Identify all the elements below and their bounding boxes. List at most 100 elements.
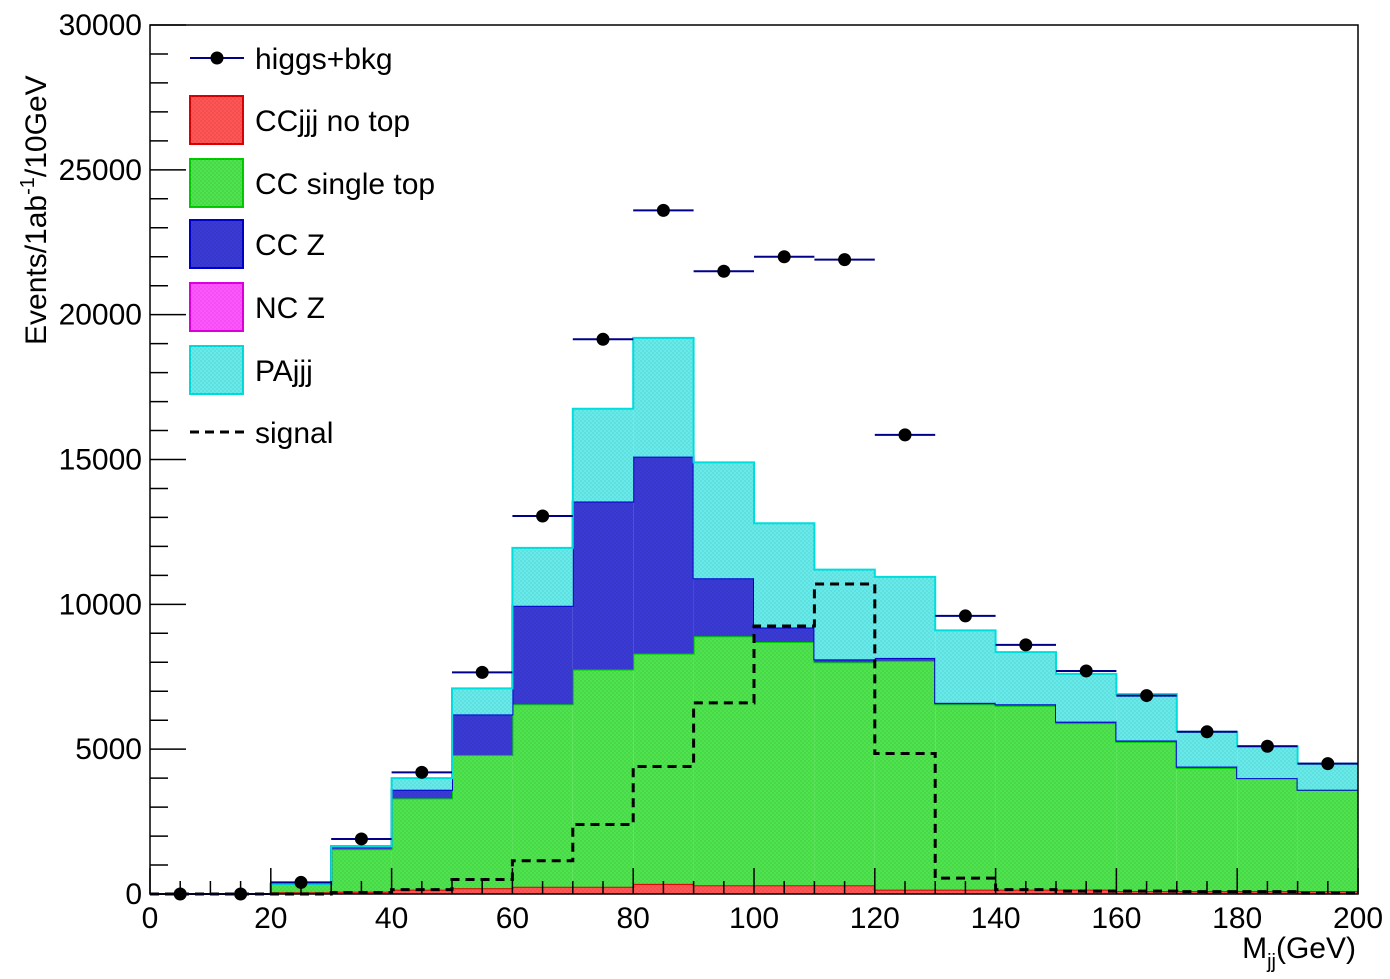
bar-hatch: [1176, 767, 1238, 892]
bar-hatch: [633, 337, 694, 457]
data-point: [958, 609, 972, 623]
legend-entry: CC single top: [189, 158, 435, 208]
bar-hatch: [512, 605, 573, 705]
series-4: [150, 336, 1358, 895]
data-point: [717, 264, 731, 278]
data-point: [1200, 725, 1214, 739]
y-tick-label: 15000: [59, 444, 142, 477]
x-tick-label: 0: [142, 902, 159, 935]
data-point: [475, 665, 489, 679]
x-tick-label: 140: [971, 902, 1021, 935]
bar-hatch: [693, 636, 754, 886]
bar-hatch: [874, 576, 936, 658]
legend-entry: PAjjj: [189, 345, 313, 395]
x-tick-label: 100: [729, 902, 779, 935]
bar-hatch: [1237, 778, 1298, 892]
legend-label: signal: [255, 417, 333, 450]
y-axis-title: Events/1ab-1/10GeV: [17, 75, 53, 345]
y-tick-label: 5000: [75, 733, 142, 766]
bar-hatch: [814, 662, 875, 886]
bar-hatch: [754, 523, 815, 628]
x-tick-label: 60: [496, 902, 529, 935]
bar-hatch: [995, 705, 1056, 890]
bar-hatch: [995, 652, 1056, 705]
bar-hatch: [452, 688, 513, 715]
bar-hatch: [935, 630, 996, 703]
legend-label: PAjjj: [255, 355, 313, 388]
bar-hatch: [1056, 723, 1117, 890]
legend-entry: signal: [190, 417, 333, 450]
legend-label: CC Z: [255, 229, 325, 262]
x-tick-label: 200: [1333, 902, 1383, 935]
bar-hatch: [754, 641, 815, 886]
data-point: [1321, 757, 1335, 771]
data-point: [1140, 689, 1154, 703]
bar-hatch: [874, 660, 936, 890]
legend-swatch-hatch: [190, 346, 243, 394]
legend-entry: CCjjj no top: [189, 95, 410, 145]
x-axis-title: Mjj(GeV): [1242, 932, 1356, 973]
x-tick-label: 180: [1212, 902, 1262, 935]
bar-hatch: [512, 547, 573, 606]
bar-hatch: [452, 714, 513, 755]
legend-marker: [210, 51, 224, 65]
bar-hatch: [633, 653, 694, 884]
bar-hatch: [754, 627, 815, 642]
legend-label: NC Z: [255, 292, 325, 325]
x-tick-label: 120: [850, 902, 900, 935]
series-1: [150, 635, 1358, 895]
x-tick-label: 160: [1091, 902, 1141, 935]
bar-hatch: [391, 778, 452, 790]
data-point: [838, 253, 852, 267]
series-outline: [150, 336, 1358, 895]
y-tick-label: 25000: [59, 154, 142, 187]
bar-hatch: [331, 846, 392, 850]
bar-hatch: [814, 659, 875, 663]
data-point: [1019, 638, 1033, 652]
legend-label: CCjjj no top: [255, 105, 410, 138]
y-tick-label: 20000: [59, 299, 142, 332]
legend-swatch-hatch: [190, 283, 243, 331]
x-tick-label: 20: [254, 902, 287, 935]
x-tick-label: 80: [617, 902, 650, 935]
bar-hatch: [693, 578, 754, 637]
x-tick-label: 40: [375, 902, 408, 935]
data-point: [415, 765, 429, 779]
y-tick-label: 30000: [59, 9, 142, 42]
data-point: [536, 509, 550, 523]
bar-hatch: [572, 501, 634, 670]
legend-swatch-hatch: [190, 159, 243, 207]
legend-swatch-hatch: [190, 220, 243, 268]
bar-hatch: [1297, 789, 1358, 892]
bar-hatch: [572, 408, 634, 502]
bar-hatch: [391, 798, 452, 890]
data-point: [898, 428, 912, 442]
legend-entry: CC Z: [189, 219, 325, 269]
bar-hatch: [391, 789, 452, 799]
bar-hatch: [572, 669, 634, 887]
y-tick-label: 10000: [59, 588, 142, 621]
bar-hatch: [693, 462, 754, 579]
legend-swatch-hatch: [190, 96, 243, 144]
bar-hatch: [452, 754, 513, 889]
data-point: [1079, 664, 1093, 678]
bar-hatch: [935, 704, 996, 890]
data-point: [354, 832, 368, 846]
data-point: [1260, 739, 1274, 753]
legend-entry: higgs+bkg: [190, 43, 393, 76]
legend-entry: NC Z: [189, 282, 325, 332]
legend-label: higgs+bkg: [255, 43, 393, 76]
data-point: [656, 203, 670, 217]
data-point: [777, 250, 791, 264]
data-point: [596, 332, 610, 346]
series-2: [150, 455, 1358, 895]
bar-hatch: [1056, 673, 1117, 722]
bar-hatch: [633, 456, 694, 654]
y-tick-label: 0: [125, 878, 142, 911]
bar-hatch: [512, 704, 573, 887]
bar-hatch: [1116, 741, 1177, 892]
legend-label: CC single top: [255, 168, 435, 201]
bar-hatch: [874, 657, 936, 661]
